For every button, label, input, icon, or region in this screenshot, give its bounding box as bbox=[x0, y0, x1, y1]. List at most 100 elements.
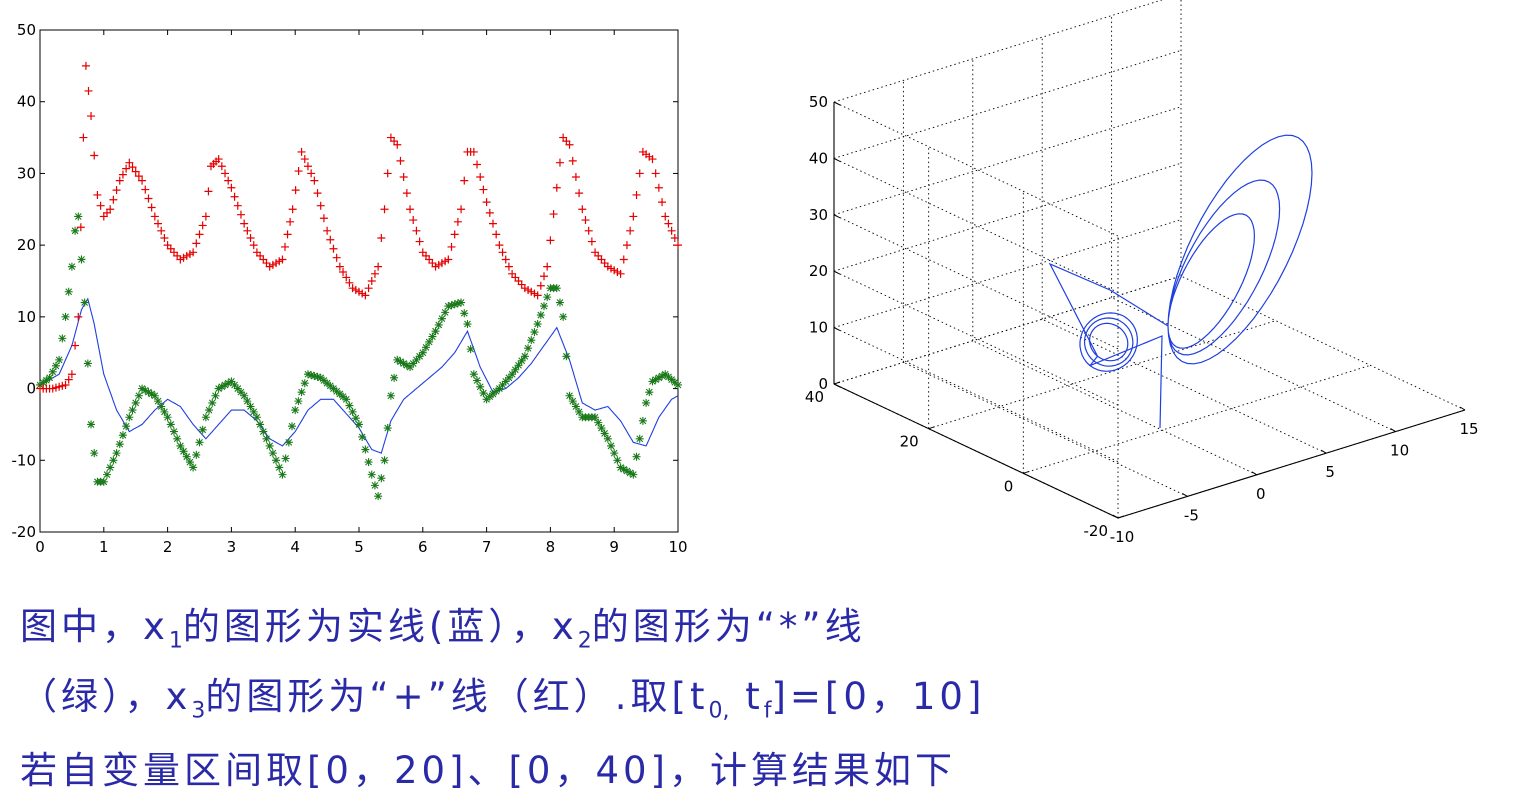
x-tick-label: -5 bbox=[1184, 506, 1199, 524]
plus-marker bbox=[495, 241, 504, 250]
star-marker bbox=[361, 445, 370, 454]
caption-line-1: 图中，x1的图形为实线(蓝），x2的图形为“*”线 bbox=[20, 596, 866, 653]
star-marker bbox=[281, 454, 290, 463]
star-marker bbox=[396, 357, 405, 366]
time-series-chart: 0 1 2 3 4 5 6 7 8 9 10 -20 -10 0 10 20 30 40 50 bbox=[12, 21, 688, 556]
plus-marker bbox=[667, 226, 676, 235]
x-tick-label: 0 bbox=[35, 538, 45, 556]
plus-marker bbox=[217, 162, 226, 171]
plus-marker bbox=[283, 230, 292, 239]
star-marker bbox=[418, 348, 427, 357]
star-marker bbox=[240, 391, 249, 400]
x-tick-mark bbox=[1182, 492, 1188, 497]
plus-marker bbox=[141, 185, 150, 194]
star-marker bbox=[651, 375, 660, 384]
series-layer bbox=[36, 61, 682, 501]
z-tick-mark bbox=[833, 157, 841, 162]
star-marker bbox=[495, 384, 504, 393]
star-marker bbox=[275, 463, 284, 472]
plus-marker bbox=[622, 241, 631, 250]
star-marker bbox=[453, 299, 462, 308]
star-marker bbox=[555, 298, 564, 307]
caption-2-sub1: 3 bbox=[191, 698, 206, 724]
back-wall-grid-line bbox=[833, 275, 1182, 385]
y-tick-mark bbox=[1117, 515, 1125, 519]
plus-marker bbox=[629, 212, 638, 221]
y-tick-label: 10 bbox=[17, 308, 36, 326]
star-marker bbox=[259, 427, 268, 436]
x-axis-line bbox=[1117, 409, 1466, 519]
plus-marker bbox=[457, 205, 466, 214]
star-marker bbox=[201, 413, 210, 422]
x-tick-label: 1 bbox=[99, 538, 109, 556]
star-marker bbox=[476, 382, 485, 391]
star-marker bbox=[112, 449, 121, 458]
plus-marker bbox=[201, 212, 210, 221]
star-marker bbox=[297, 388, 306, 397]
plus-marker bbox=[109, 195, 118, 204]
star-marker bbox=[141, 386, 150, 395]
star-marker bbox=[460, 309, 469, 318]
plus-marker bbox=[447, 242, 456, 251]
star-marker bbox=[552, 284, 561, 293]
star-marker bbox=[221, 380, 230, 389]
star-marker bbox=[393, 355, 402, 364]
x-tick-mark bbox=[1390, 428, 1396, 433]
star-marker bbox=[622, 467, 631, 476]
plus-marker bbox=[319, 214, 328, 223]
star-marker bbox=[632, 452, 641, 461]
star-marker bbox=[447, 301, 456, 310]
y-axis-line bbox=[833, 383, 1119, 519]
plus-marker bbox=[488, 219, 497, 228]
plus-marker bbox=[632, 190, 641, 199]
star-marker bbox=[217, 382, 226, 391]
star-marker bbox=[291, 406, 300, 415]
plus-marker bbox=[329, 244, 338, 253]
z-tick-mark bbox=[833, 214, 841, 219]
plus-marker bbox=[460, 176, 469, 185]
star-marker bbox=[377, 474, 386, 483]
plus-marker bbox=[154, 219, 163, 228]
star-marker bbox=[166, 420, 175, 429]
plus-marker bbox=[128, 163, 137, 172]
plus-marker bbox=[482, 198, 491, 207]
z-tick-mark bbox=[833, 327, 841, 332]
plus-marker bbox=[549, 210, 558, 219]
trajectory-curve bbox=[1048, 134, 1313, 429]
plus-marker bbox=[648, 155, 657, 164]
plus-marker bbox=[393, 140, 402, 149]
plus-marker bbox=[150, 212, 159, 221]
star-marker bbox=[51, 361, 60, 370]
plus-marker bbox=[658, 198, 667, 207]
star-marker bbox=[431, 327, 440, 336]
plus-marker bbox=[134, 172, 143, 181]
star-marker bbox=[83, 359, 92, 368]
star-marker bbox=[195, 438, 204, 447]
star-marker bbox=[106, 463, 115, 472]
plus-marker bbox=[246, 233, 255, 242]
plus-marker bbox=[90, 151, 99, 160]
plus-marker bbox=[383, 169, 392, 178]
star-marker bbox=[87, 420, 96, 429]
star-marker bbox=[524, 344, 533, 353]
plus-marker bbox=[236, 210, 245, 219]
floor-grid-line bbox=[1023, 364, 1371, 474]
plus-marker bbox=[81, 61, 90, 70]
y-tick-label: 20 bbox=[17, 236, 36, 254]
star-marker bbox=[441, 308, 450, 317]
3d-axis-ticks: 0 10 20 30 40 50 40 20 0 -20 -10 -5 0 5 10 15 bbox=[805, 93, 1479, 546]
star-marker bbox=[278, 470, 287, 479]
star-marker bbox=[348, 407, 357, 416]
x-tick-label: 5 bbox=[1325, 463, 1335, 481]
star-marker bbox=[603, 434, 612, 443]
plus-marker bbox=[568, 156, 577, 165]
plus-marker bbox=[138, 176, 147, 185]
plus-marker bbox=[224, 176, 233, 185]
plus-marker bbox=[67, 370, 76, 379]
plus-marker bbox=[396, 156, 405, 165]
star-marker bbox=[208, 398, 217, 407]
star-marker bbox=[77, 255, 86, 264]
star-marker bbox=[131, 398, 140, 407]
star-marker bbox=[654, 373, 663, 382]
star-marker bbox=[444, 302, 453, 311]
